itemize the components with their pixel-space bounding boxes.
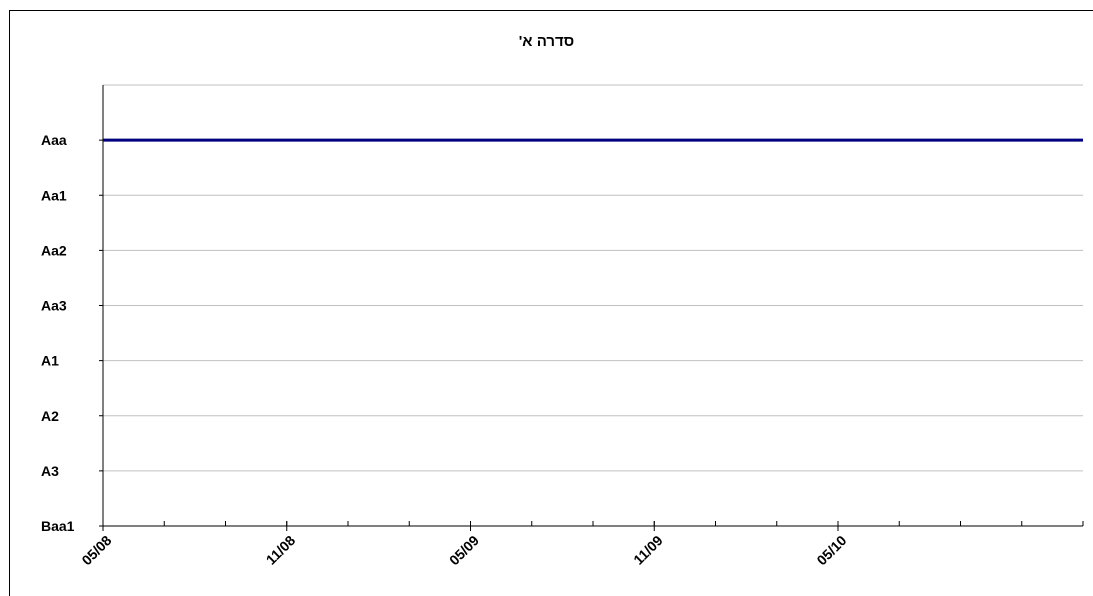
y-tick-label: Aa1 [41, 187, 67, 203]
y-tick-label: A1 [41, 353, 59, 369]
x-axis: 05/08 11/08 05/09 11/09 05/10 [78, 521, 1084, 568]
y-tick-label: Aa2 [41, 242, 67, 258]
y-tick-label: Aaa [41, 132, 67, 148]
y-tick-label: A2 [41, 408, 59, 424]
y-tick-label: A3 [41, 463, 59, 479]
x-tick-label: 05/09 [446, 532, 482, 568]
x-tick-label: 05/08 [78, 532, 114, 568]
y-tick-label: Baa1 [41, 518, 75, 534]
x-tick-label: 11/09 [630, 532, 666, 568]
y-axis: Baa1 A3 A2 A1 Aa3 Aa2 Aa1 Aaa [41, 85, 104, 534]
gridlines [103, 84, 1083, 472]
chart-title: סדרה א' [518, 33, 575, 50]
x-tick-label: 11/08 [263, 532, 299, 568]
chart-frame [9, 10, 1093, 596]
y-tick-label: Aa3 [41, 298, 67, 314]
x-tick-label: 05/10 [813, 532, 849, 568]
